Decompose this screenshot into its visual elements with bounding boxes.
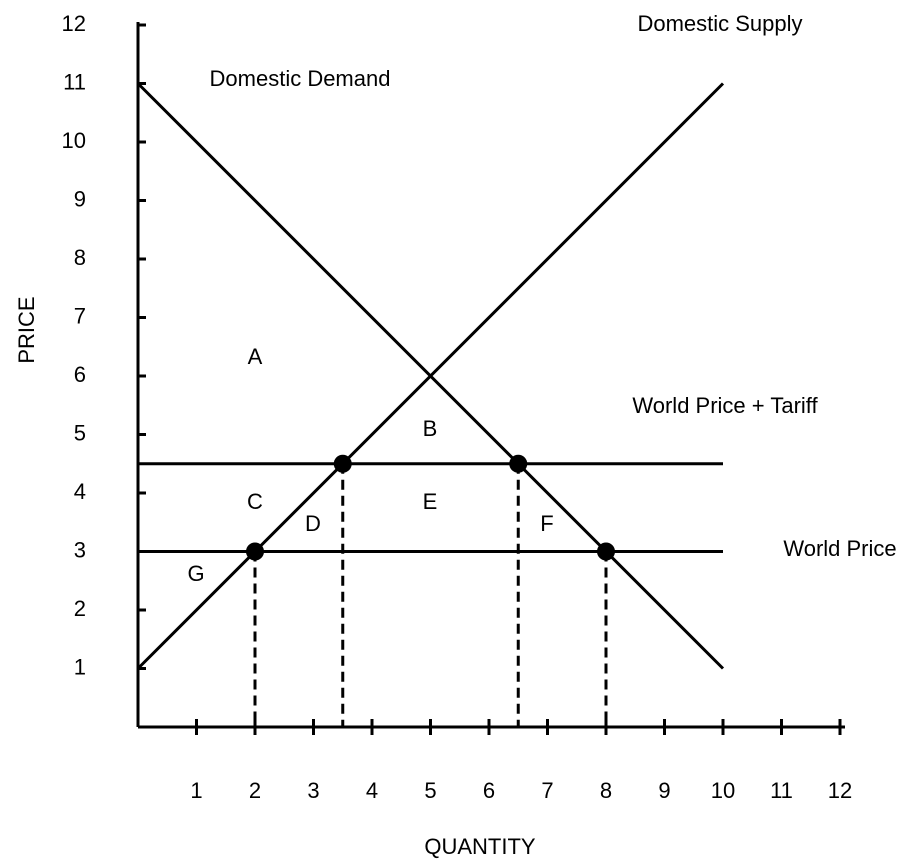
series-line — [136, 82, 725, 670]
point — [597, 542, 615, 561]
y-tick-label: 11 — [63, 69, 86, 94]
region-label: C — [247, 489, 263, 514]
x-tick-label: 7 — [541, 778, 553, 803]
region-label: D — [305, 511, 321, 536]
region-label: F — [540, 511, 553, 536]
x-tick-label: 9 — [658, 778, 670, 803]
x-tick-label: 8 — [600, 778, 612, 803]
y-tick-label: 4 — [74, 479, 86, 504]
x-tick-label: 11 — [770, 778, 793, 803]
series-label: World Price — [783, 536, 896, 561]
x-tick-label: 6 — [483, 778, 495, 803]
y-tick-label: 3 — [74, 537, 86, 562]
series-label: World Price + Tariff — [632, 393, 818, 418]
y-tick-label: 6 — [74, 362, 86, 387]
y-axis-label: PRICE — [14, 296, 39, 363]
x-tick-label: 4 — [366, 778, 378, 803]
region-label: E — [423, 489, 438, 514]
y-tick-label: 8 — [74, 245, 86, 270]
y-tick-label: 5 — [74, 420, 86, 445]
region-label: B — [423, 416, 438, 441]
y-tick-label: 7 — [74, 303, 86, 328]
x-tick-label: 2 — [249, 778, 261, 803]
x-tick-label: 3 — [307, 778, 319, 803]
x-tick-label: 10 — [711, 778, 735, 803]
series-label: Domestic Supply — [637, 11, 802, 36]
x-tick-label: 5 — [424, 778, 436, 803]
y-tick-label: 10 — [62, 128, 86, 153]
x-axis-label: QUANTITY — [424, 834, 536, 859]
region-label: G — [187, 561, 204, 586]
y-tick-label: 1 — [74, 654, 86, 679]
point — [246, 542, 264, 561]
point — [509, 454, 528, 473]
region-label: A — [248, 344, 263, 369]
x-tick-label: 12 — [828, 778, 852, 803]
y-tick-label: 9 — [74, 186, 86, 211]
y-tick-label: 12 — [62, 11, 86, 36]
series-label: Domestic Demand — [210, 66, 391, 91]
point — [333, 454, 352, 473]
x-tick-label: 1 — [190, 778, 202, 803]
y-tick-label: 2 — [74, 596, 86, 621]
